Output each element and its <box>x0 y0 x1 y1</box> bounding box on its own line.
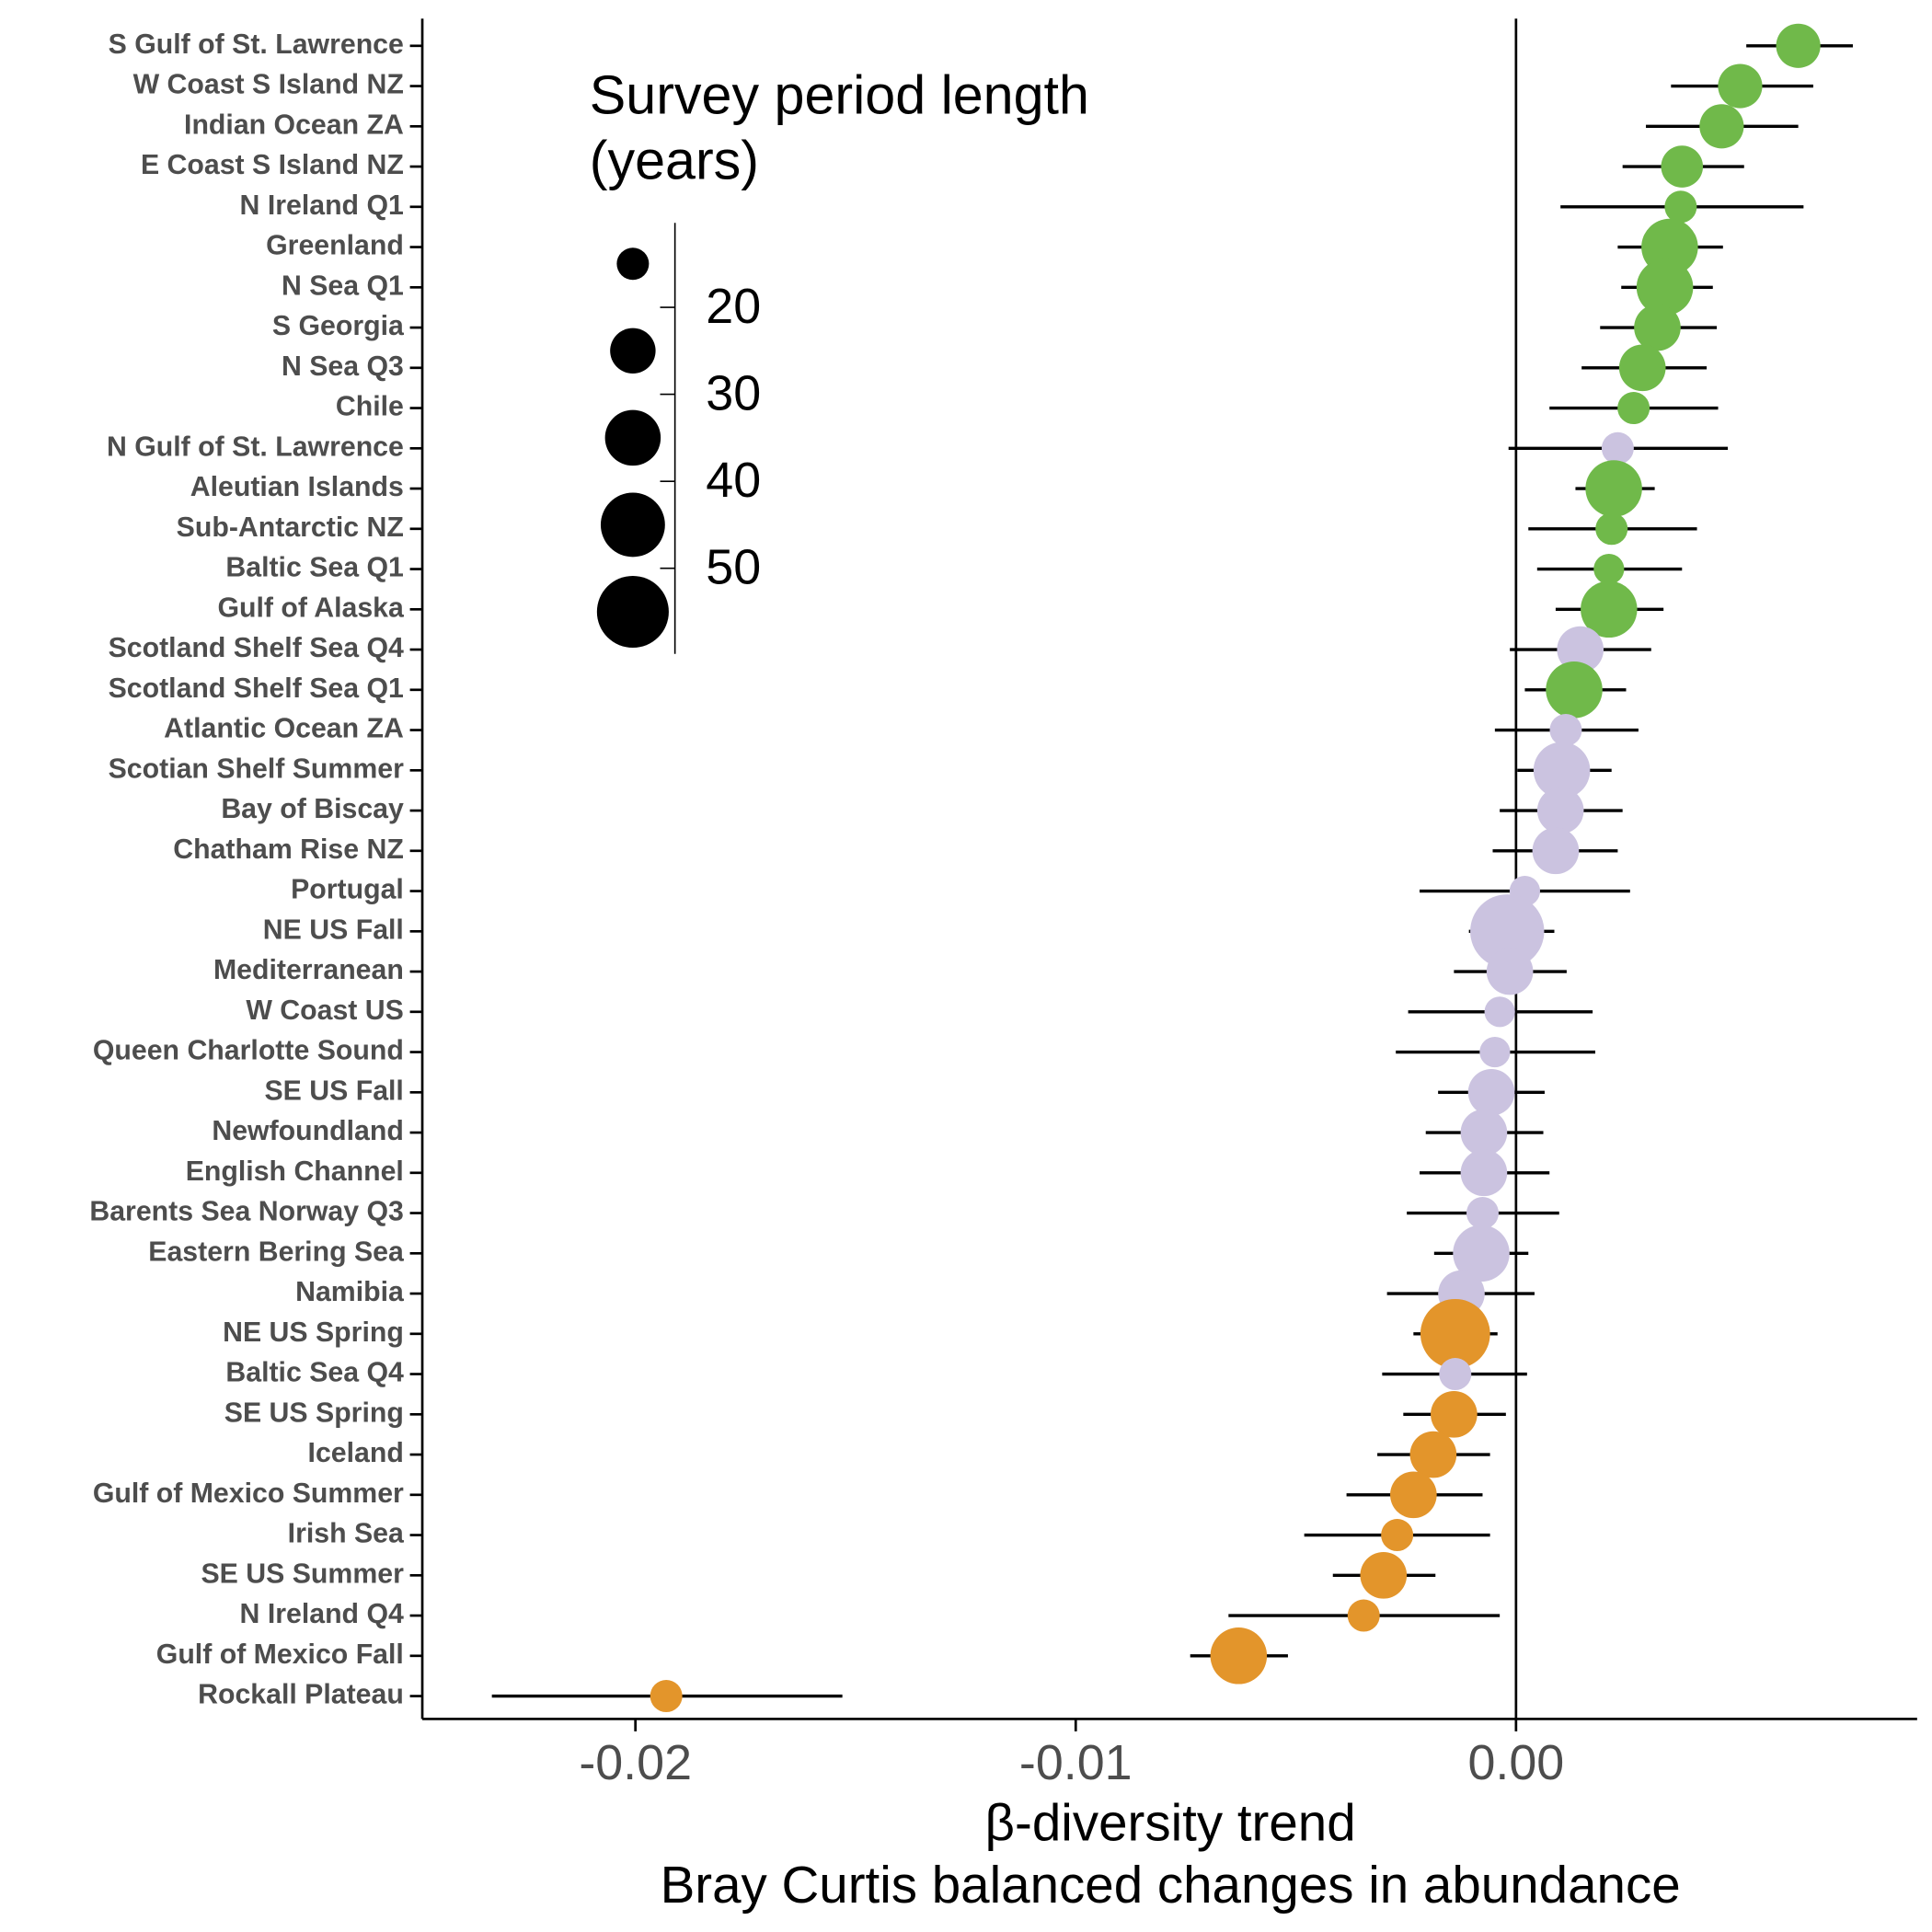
y-tick-label: Scotland Shelf Sea Q1 <box>109 673 404 704</box>
y-tick-label: Scotian Shelf Summer <box>109 753 404 784</box>
y-tick-label: SE US Summer <box>201 1558 405 1589</box>
y-tick-label: Bay of Biscay <box>221 794 404 824</box>
y-tick-label: Mediterranean <box>213 955 404 985</box>
point <box>1381 1519 1414 1552</box>
y-tick-label: Newfoundland <box>212 1116 403 1146</box>
point <box>1360 1551 1408 1599</box>
y-tick-label: E Coast S Island NZ <box>141 150 404 180</box>
legend-label: 50 <box>706 540 761 595</box>
x-axis-title: β-diversity trend <box>985 1794 1356 1852</box>
legend-key <box>616 247 650 281</box>
y-tick-label: N Sea Q3 <box>282 351 404 382</box>
y-tick-label: Indian Ocean ZA <box>184 109 404 140</box>
y-tick-label: S Georgia <box>272 311 405 341</box>
y-tick-label: SE US Spring <box>224 1397 404 1428</box>
y-tick-label: Gulf of Mexico Fall <box>156 1639 404 1670</box>
y-tick-label: English Channel <box>186 1156 404 1187</box>
point <box>1718 63 1763 109</box>
x-tick-label: -0.01 <box>1019 1735 1133 1790</box>
x-axis-title: Bray Curtis balanced changes in abundanc… <box>661 1856 1681 1914</box>
point <box>1636 259 1694 316</box>
y-tick-label: Atlantic Ocean ZA <box>164 714 404 744</box>
point <box>1546 661 1603 719</box>
point <box>1210 1627 1268 1685</box>
legend-key <box>610 328 656 374</box>
y-tick-label: Eastern Bering Sea <box>148 1236 405 1267</box>
y-tick-label: N Ireland Q1 <box>240 190 404 221</box>
legend-key <box>604 409 661 466</box>
y-tick-label: N Ireland Q4 <box>240 1599 404 1629</box>
point <box>1409 1431 1457 1478</box>
point <box>1634 304 1681 351</box>
point <box>1533 742 1591 799</box>
y-tick-label: W Coast US <box>246 995 404 1026</box>
point <box>1595 512 1628 546</box>
point <box>1664 190 1697 224</box>
point <box>1601 431 1634 465</box>
y-tick-label: Portugal <box>291 875 404 905</box>
point <box>650 1680 683 1713</box>
y-tick-label: Queen Charlotte Sound <box>93 1036 404 1066</box>
legend-key <box>600 492 665 558</box>
point <box>1593 553 1625 585</box>
y-tick-label: N Sea Q1 <box>282 270 404 301</box>
y-tick-label: SE US Fall <box>264 1075 403 1106</box>
y-tick-label: Sub-Antarctic NZ <box>177 512 404 543</box>
legend-key <box>596 575 669 649</box>
point <box>1470 894 1545 969</box>
y-tick-label: Gulf of Alaska <box>217 592 405 623</box>
y-tick-label: Baltic Sea Q1 <box>225 553 403 583</box>
point <box>1439 1358 1472 1391</box>
point <box>1420 1298 1490 1369</box>
point <box>1460 1109 1508 1156</box>
point <box>1549 714 1582 747</box>
legend-title: (years) <box>590 130 759 191</box>
point <box>1585 460 1642 517</box>
y-tick-label: NE US Fall <box>263 914 404 945</box>
point <box>1460 1149 1508 1197</box>
y-tick-label: W Coast S Island NZ <box>133 70 404 100</box>
point <box>1532 827 1580 875</box>
y-tick-label: Aleutian Islands <box>190 472 404 502</box>
point <box>1453 1225 1510 1282</box>
y-tick-label: NE US Spring <box>223 1317 404 1348</box>
point <box>1347 1599 1380 1632</box>
point <box>1618 344 1666 392</box>
y-tick-label: Scotland Shelf Sea Q4 <box>109 633 404 663</box>
legend-label: 40 <box>706 453 761 508</box>
point <box>1617 392 1650 425</box>
point <box>1581 581 1638 638</box>
point <box>1466 1197 1499 1230</box>
point <box>1467 1068 1515 1116</box>
y-tick-label: S Gulf of St. Lawrence <box>109 29 404 60</box>
legend-label: 30 <box>706 365 761 420</box>
point <box>1776 23 1821 68</box>
legend-title: Survey period length <box>590 63 1089 125</box>
y-tick-label: Gulf of Mexico Summer <box>93 1478 404 1509</box>
y-tick-label: Chile <box>336 392 404 422</box>
point <box>1479 1036 1511 1068</box>
y-tick-label: N Gulf of St. Lawrence <box>107 431 404 462</box>
x-tick-label: 0.00 <box>1467 1735 1564 1790</box>
y-tick-label: Namibia <box>295 1277 405 1307</box>
y-tick-label: Iceland <box>308 1438 404 1468</box>
y-tick-label: Greenland <box>266 231 404 261</box>
legend-label: 20 <box>706 279 761 334</box>
point <box>1661 145 1704 188</box>
x-tick-label: -0.02 <box>579 1735 692 1790</box>
y-tick-label: Irish Sea <box>288 1519 405 1549</box>
point <box>1390 1471 1437 1519</box>
y-tick-label: Baltic Sea Q4 <box>225 1358 404 1388</box>
point <box>1431 1390 1478 1438</box>
point <box>1557 626 1604 673</box>
point <box>1536 787 1584 834</box>
y-tick-label: Chatham Rise NZ <box>173 834 404 865</box>
y-tick-label: Barents Sea Norway Q3 <box>89 1197 403 1227</box>
point <box>1486 948 1534 995</box>
point <box>1699 104 1744 149</box>
point <box>1484 996 1515 1028</box>
y-tick-label: Rockall Plateau <box>198 1680 404 1710</box>
